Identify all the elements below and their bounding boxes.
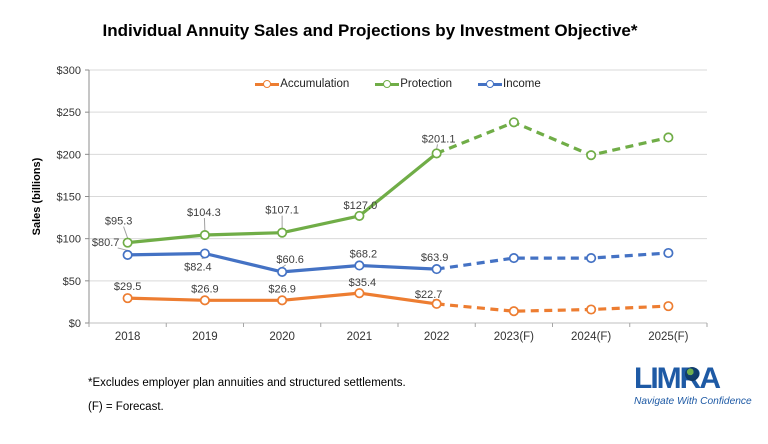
series-accumulation: [122, 288, 674, 317]
data-point-marker: [354, 288, 365, 299]
data-label: $63.9: [421, 252, 449, 264]
data-point-marker: [431, 264, 442, 275]
axes: [85, 69, 708, 327]
data-label: $35.4: [349, 277, 377, 289]
svg-text:$100: $100: [57, 234, 81, 246]
series-income: [122, 247, 674, 277]
chart-title: Individual Annuity Sales and Projections…: [102, 21, 638, 40]
chart-legend: Accumulation Protection Income: [89, 76, 707, 92]
data-point-marker: [431, 148, 442, 159]
series-protection: [122, 117, 674, 248]
legend-line-marker-icon: [478, 79, 503, 88]
svg-text:$0: $0: [69, 318, 81, 330]
data-point-marker: [586, 253, 597, 264]
legend-item-income: Income: [478, 78, 541, 90]
data-label: $82.4: [184, 262, 212, 274]
data-point-marker: [663, 301, 674, 312]
x-axis-tick-labels: 2018 2019 2020 2021 2022 2023(F) 2024(F) 2025(F…: [115, 331, 689, 343]
svg-text:2019: 2019: [192, 331, 218, 343]
data-point-marker: [354, 210, 365, 221]
data-point-marker: [277, 295, 288, 306]
globe-icon: [685, 367, 699, 381]
limra-logo-wordmark: LIMRA: [634, 362, 721, 395]
data-point-marker: [431, 298, 442, 309]
svg-text:$200: $200: [57, 149, 81, 161]
data-point-marker: [586, 304, 597, 315]
data-label: $26.9: [191, 283, 219, 295]
gridlines: [89, 69, 707, 282]
svg-text:2021: 2021: [347, 331, 373, 343]
data-labels: $29.5 $26.9 $26.9 $35.4 $22.7 $95.3 $104.3 $107…: [92, 133, 456, 300]
data-point-marker: [199, 248, 210, 259]
svg-text:$50: $50: [63, 276, 81, 288]
line-chart: $0 $50 $100 $150 $200 $250 $300 2018 2019 2020 202…: [31, 65, 708, 343]
data-label: $22.7: [415, 289, 443, 301]
data-point-marker: [354, 260, 365, 271]
legend-label: Protection: [400, 78, 453, 90]
data-point-marker: [199, 229, 210, 241]
svg-text:2023(F): 2023(F): [494, 331, 534, 343]
data-label: $104.3: [187, 207, 221, 219]
data-point-marker: [508, 306, 519, 317]
footnote-exclusions: *Excludes employer plan annuities and st…: [88, 377, 406, 389]
legend-item-protection: Protection: [375, 78, 452, 90]
data-label: $26.9: [268, 283, 296, 295]
data-point-marker: [586, 150, 597, 161]
svg-text:$250: $250: [57, 107, 81, 119]
limra-logo-tagline: Navigate With Confidence: [634, 396, 752, 407]
data-point-marker: [122, 293, 133, 304]
limra-logo: LIMRA Navigate With Confidence: [634, 362, 754, 408]
data-point-marker: [663, 247, 674, 259]
svg-text:2018: 2018: [115, 331, 141, 343]
data-point-marker: [277, 266, 288, 277]
data-point-marker: [508, 253, 519, 264]
svg-text:2022: 2022: [424, 331, 450, 343]
legend-item-accumulation: Accumulation: [255, 78, 349, 90]
data-label: $201.1: [422, 133, 456, 145]
data-point-marker: [663, 132, 674, 143]
y-axis-tick-labels: $0 $50 $100 $150 $200 $250 $300: [57, 65, 81, 330]
legend-label: Income: [503, 78, 541, 90]
svg-text:$150: $150: [57, 192, 81, 204]
data-label: $107.1: [265, 205, 299, 217]
data-label: $68.2: [350, 248, 378, 260]
data-label: $29.5: [114, 281, 142, 293]
legend-line-marker-icon: [375, 79, 400, 88]
data-label: $95.3: [105, 216, 133, 228]
data-point-marker: [277, 227, 288, 238]
legend-label: Accumulation: [280, 78, 350, 90]
svg-text:2020: 2020: [269, 331, 295, 343]
svg-text:2024(F): 2024(F): [571, 331, 611, 343]
data-label-leader-lines: [117, 144, 439, 301]
data-point-marker: [122, 249, 133, 260]
data-point-marker: [199, 295, 210, 306]
data-label: $127.0: [344, 200, 378, 212]
data-point-marker: [508, 117, 519, 128]
svg-text:$300: $300: [57, 65, 81, 77]
data-point-marker: [122, 237, 133, 248]
footnote-forecast: (F) = Forecast.: [88, 401, 164, 413]
legend-line-marker-icon: [255, 79, 280, 88]
y-axis-title: Sales (billions): [31, 157, 43, 235]
svg-text:2025(F): 2025(F): [648, 331, 688, 343]
data-label: $80.7: [92, 237, 120, 249]
data-label: $60.6: [276, 254, 304, 266]
